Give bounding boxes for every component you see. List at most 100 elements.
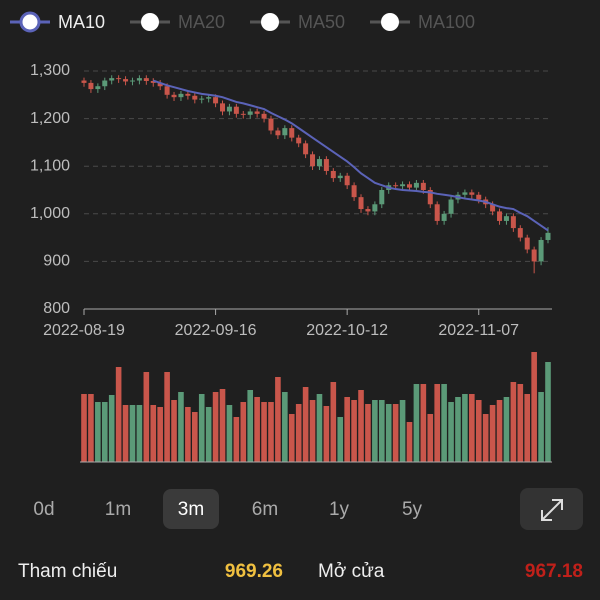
legend-label: MA20 <box>178 12 225 32</box>
candle-body <box>303 143 309 155</box>
legend-dot <box>381 13 399 31</box>
stat-value: 967.18 <box>525 561 583 582</box>
volume-bar <box>178 392 184 462</box>
candle-body <box>448 199 454 214</box>
volume-bar <box>531 352 537 462</box>
volume-bar <box>212 392 219 462</box>
legend-label: MA10 <box>58 12 105 32</box>
volume-bar <box>475 400 482 462</box>
y-tick-label: 800 <box>43 300 70 317</box>
candle-body <box>206 97 212 99</box>
candle-body <box>289 128 295 138</box>
volume-bar <box>482 414 489 462</box>
volume-bar <box>358 390 364 462</box>
candle-body <box>310 154 316 167</box>
volume-bar <box>136 405 143 462</box>
volume-bar <box>323 406 330 462</box>
candle-body <box>199 98 205 100</box>
stat-value: 969.26 <box>225 561 283 582</box>
candle-body <box>254 111 260 114</box>
candle-body <box>123 79 129 82</box>
volume-bar <box>469 394 475 462</box>
range-button[interactable]: 5y <box>402 499 423 520</box>
volume-bar <box>115 367 122 462</box>
volume-bar <box>171 400 177 462</box>
volume-bar <box>254 397 260 462</box>
volume-bar <box>372 400 378 462</box>
candle-body <box>268 118 274 131</box>
volume-bar <box>150 405 157 462</box>
candle-body <box>143 78 149 81</box>
volume-bar <box>538 392 544 462</box>
volume-bar <box>434 384 440 462</box>
y-tick-label: 1,200 <box>30 110 70 127</box>
range-button[interactable]: 1m <box>105 499 131 520</box>
range-button[interactable]: 6m <box>252 499 278 520</box>
candle-body <box>420 182 426 190</box>
candle-body <box>490 204 496 212</box>
volume-bar <box>496 400 503 462</box>
legend-ma10[interactable]: MA10 <box>10 11 105 33</box>
range-button[interactable]: 0d <box>33 499 54 520</box>
candle-body <box>462 192 468 195</box>
candle-body <box>510 216 516 229</box>
candle-body <box>296 137 302 144</box>
legend-dot <box>141 13 159 31</box>
expand-button[interactable] <box>520 488 583 530</box>
volume-bar <box>295 404 302 462</box>
candle-body <box>192 95 198 100</box>
candle-body <box>316 159 322 167</box>
volume-bar <box>219 389 226 462</box>
candle-body <box>226 106 232 112</box>
candle-body <box>524 237 530 250</box>
candle-body <box>213 97 219 104</box>
volume-bar <box>462 394 468 462</box>
volume-bar <box>427 414 434 462</box>
legend-ma20[interactable]: MA20 <box>130 12 225 32</box>
candle-body <box>503 216 509 221</box>
candle-body <box>102 80 108 87</box>
legend-label: MA100 <box>418 12 475 32</box>
y-tick-label: 1,300 <box>30 62 70 79</box>
range-selected-bg <box>163 489 219 529</box>
candle-body <box>476 194 482 200</box>
candle-body <box>441 213 447 221</box>
volume-bar <box>198 394 205 462</box>
volume-bar <box>302 387 309 462</box>
candle-body <box>150 80 156 83</box>
expand-bg <box>520 488 583 530</box>
volume-bar <box>164 372 170 462</box>
volume-bar <box>524 394 531 462</box>
candle-body <box>81 80 87 83</box>
volume-bar <box>129 405 136 462</box>
legend-ma50[interactable]: MA50 <box>250 12 345 32</box>
volume-bar <box>337 417 344 462</box>
volume-bar <box>378 400 385 462</box>
candle-body <box>497 211 503 221</box>
volume-bar <box>330 382 337 462</box>
volume-bar <box>261 402 267 462</box>
volume-bar <box>240 402 247 462</box>
stat-label: Tham chiếu <box>18 561 117 582</box>
candle-body <box>517 228 523 238</box>
volume-bar <box>95 402 101 462</box>
legend-label: MA50 <box>298 12 345 32</box>
x-tick-label: 2022-08-19 <box>43 322 125 339</box>
volume-bar <box>122 405 129 462</box>
candle-body <box>247 111 253 115</box>
volume-bar <box>81 394 87 462</box>
candle-body <box>171 94 177 98</box>
legend-ma100[interactable]: MA100 <box>370 12 475 32</box>
candle-body <box>372 204 378 212</box>
volume-bar <box>517 384 524 462</box>
y-tick-label: 1,000 <box>30 205 70 222</box>
candle-body <box>88 82 94 90</box>
candle-body <box>330 170 336 179</box>
range-button[interactable]: 3m <box>178 499 204 520</box>
range-button[interactable]: 1y <box>329 499 350 520</box>
volume-bar <box>192 412 198 462</box>
volume-bar <box>226 405 233 462</box>
volume-bar <box>489 405 496 462</box>
candle-body <box>469 192 475 195</box>
